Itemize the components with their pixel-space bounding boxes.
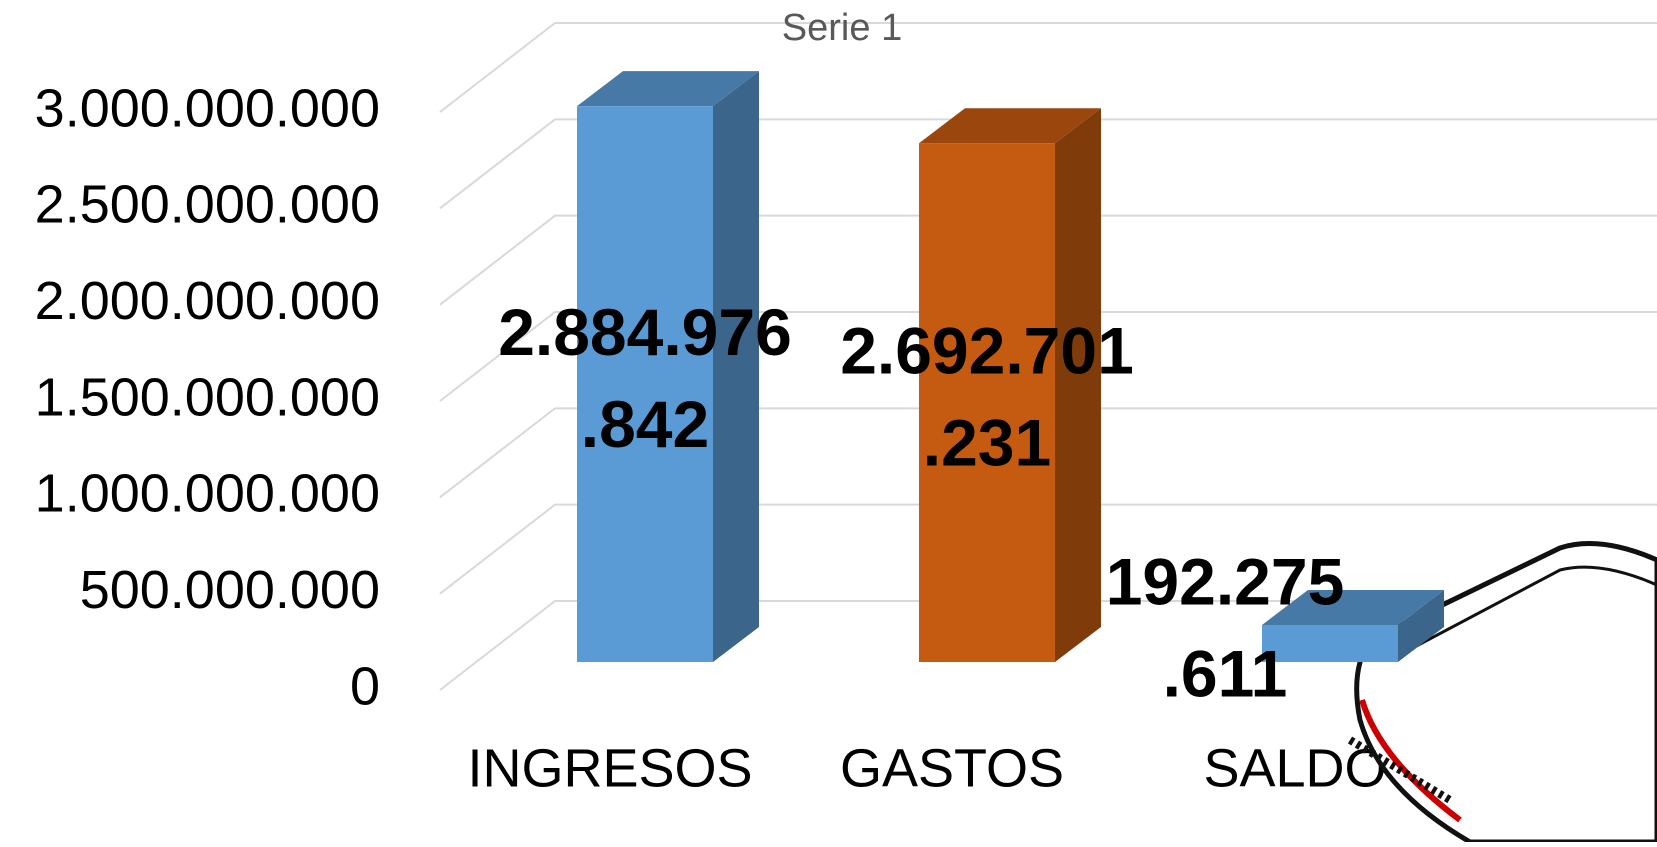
- bar-side: [1398, 589, 1444, 662]
- bar: [919, 108, 1101, 662]
- x-tick-label: GASTOS: [840, 738, 1064, 798]
- bar-side: [1055, 108, 1101, 662]
- data-label: 192.275.611: [1106, 545, 1345, 711]
- grid-line: [439, 407, 1657, 499]
- bar-side: [713, 71, 759, 662]
- bar-top: [1262, 589, 1444, 625]
- bar-top: [919, 108, 1101, 144]
- data-label: 2.692.701.231: [840, 314, 1134, 480]
- phone-illustration: [1347, 541, 1657, 845]
- y-tick-label: 500.000.000: [80, 560, 380, 620]
- chart-title: Serie 1: [782, 7, 902, 49]
- bar: [577, 71, 759, 662]
- y-tick-label: 1.000.000.000: [35, 464, 380, 524]
- grid-line: [439, 311, 1657, 402]
- bar: [1262, 589, 1444, 662]
- y-tick-label: 3.000.000.000: [35, 78, 380, 138]
- grid-line: [439, 600, 1657, 691]
- bar: [919, 143, 1055, 662]
- bar: [1262, 624, 1398, 662]
- grid-line: [439, 118, 1657, 210]
- plot: 2.884.976.842 2.692.701.231 192.275.611: [498, 71, 1444, 711]
- data-label: 2.884.976.842: [498, 296, 792, 462]
- y-tick-label: 2.500.000.000: [35, 175, 380, 235]
- bar-top: [577, 71, 759, 107]
- y-tick-label: 1.500.000.000: [35, 367, 380, 427]
- grid-line: [439, 214, 1657, 306]
- bar: [577, 106, 713, 662]
- grid-line: [439, 503, 1657, 595]
- y-tick-label: 0: [350, 656, 380, 716]
- x-tick-label: INGRESOS: [467, 738, 752, 798]
- y-tick-label: 2.000.000.000: [35, 271, 380, 331]
- grid-line: [439, 22, 1657, 113]
